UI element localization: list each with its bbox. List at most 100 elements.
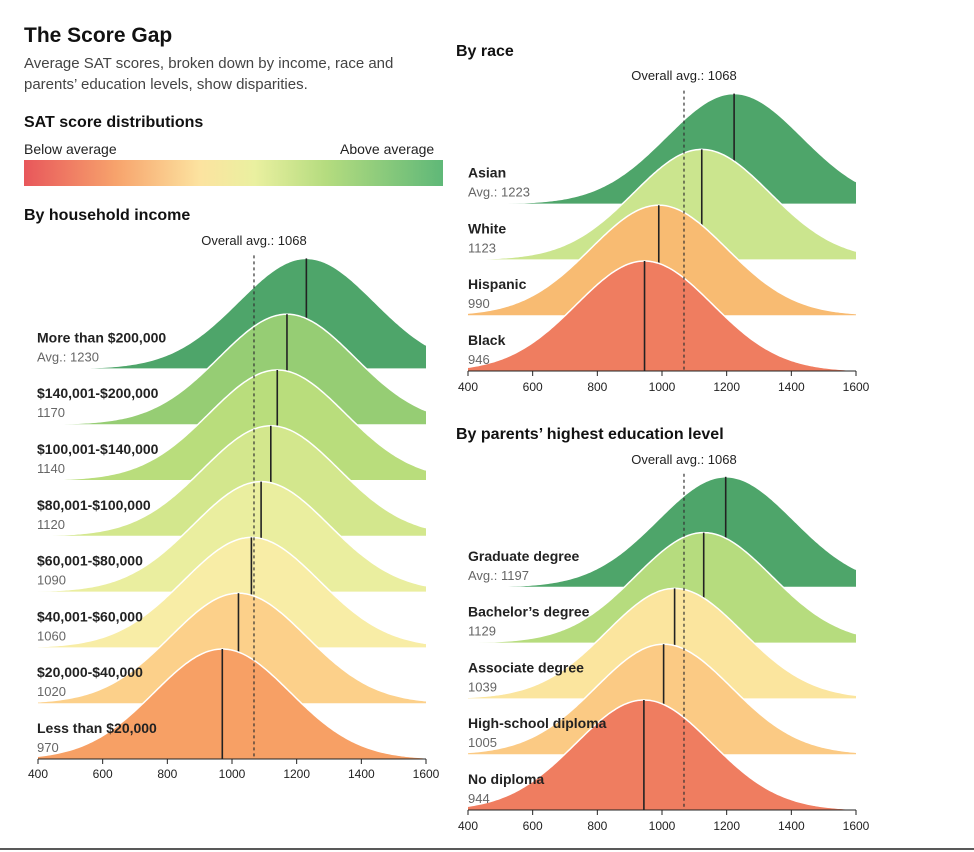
distribution-area: [468, 532, 856, 643]
group-value: 1123: [468, 240, 496, 255]
group-label: High-school diploma: [468, 715, 607, 731]
distribution-outline: [467, 699, 857, 810]
x-tick-label: 1400: [348, 767, 375, 781]
group-value: 1020: [37, 684, 66, 699]
distribution-area: [468, 476, 856, 587]
x-tick-label: 1000: [649, 380, 676, 394]
distribution-area: [38, 593, 426, 704]
distribution-area: [468, 588, 856, 699]
distribution-outline: [467, 587, 857, 699]
group-value: 1090: [37, 573, 66, 588]
group-value: Avg.: 1223: [468, 185, 530, 200]
distribution-outline: [37, 536, 427, 648]
overall-average-label: Overall avg.: 1068: [631, 452, 737, 467]
group-value: 1129: [468, 624, 496, 639]
distribution-outline: [38, 425, 427, 537]
distribution-outline: [468, 476, 857, 588]
x-tick-label: 1400: [778, 380, 805, 394]
distribution-outline: [467, 643, 857, 754]
group-value: 1120: [37, 517, 65, 532]
x-tick-label: 800: [157, 767, 177, 781]
legend-color-scale: [24, 160, 443, 186]
group-label: Hispanic: [468, 276, 527, 292]
group-value: 1140: [37, 461, 65, 476]
legend-title: SAT score distributions: [24, 114, 204, 131]
distribution-outline: [37, 648, 427, 759]
group-label: More than $200,000: [37, 329, 166, 345]
x-tick-label: 1600: [843, 380, 870, 394]
x-tick-label: 400: [28, 767, 48, 781]
distribution-outline: [468, 92, 857, 205]
panel-title: By race: [456, 43, 514, 60]
distribution-area: [468, 93, 856, 204]
x-tick-label: 400: [458, 819, 478, 833]
x-tick-label: 600: [93, 767, 113, 781]
distribution-area: [38, 425, 426, 536]
distribution-area: [38, 481, 426, 592]
group-label: $100,001-$140,000: [37, 441, 159, 457]
legend-below-label: Below average: [24, 141, 117, 157]
group-label: $20,000-$40,000: [37, 664, 143, 680]
distribution-area: [468, 644, 856, 755]
group-value: 1039: [468, 679, 497, 694]
x-tick-label: 800: [587, 380, 607, 394]
distribution-outline: [38, 369, 427, 481]
x-tick-label: 600: [523, 380, 543, 394]
distribution-area: [468, 149, 856, 260]
distribution-area: [38, 649, 426, 759]
x-tick-label: 1200: [713, 380, 740, 394]
distribution-outline: [38, 313, 427, 425]
x-tick-label: 400: [458, 380, 478, 394]
group-label: Associate degree: [468, 659, 584, 675]
distribution-outline: [38, 480, 427, 592]
group-label: $40,001-$60,000: [37, 608, 143, 624]
distribution-outline: [468, 148, 857, 260]
group-value: 970: [37, 740, 59, 755]
x-tick-label: 1000: [219, 767, 246, 781]
group-label: $140,001-$200,000: [37, 385, 159, 401]
distribution-outline: [37, 257, 427, 370]
distribution-outline: [468, 531, 857, 644]
x-tick-label: 1200: [713, 819, 740, 833]
distribution-area: [468, 700, 856, 810]
distribution-area: [38, 370, 426, 480]
group-label: Asian: [468, 165, 506, 181]
group-value: 946: [468, 352, 490, 367]
x-tick-label: 600: [523, 819, 543, 833]
group-value: 1060: [37, 628, 66, 643]
group-value: Avg.: 1230: [37, 349, 99, 364]
group-label: White: [468, 220, 506, 236]
chart-subtitle: Average SAT scores, broken down by incom…: [24, 55, 394, 93]
overall-average-label: Overall avg.: 1068: [631, 68, 737, 83]
group-label: Graduate degree: [468, 548, 579, 564]
group-value: 990: [468, 296, 490, 311]
distribution-area: [38, 537, 426, 648]
x-tick-label: 1600: [843, 819, 870, 833]
group-label: Bachelor’s degree: [468, 604, 590, 620]
group-label: $60,001-$80,000: [37, 553, 143, 569]
x-tick-label: 1400: [778, 819, 805, 833]
group-label: Less than $20,000: [37, 720, 157, 736]
x-tick-label: 800: [587, 819, 607, 833]
group-label: No diploma: [468, 771, 544, 787]
x-tick-label: 1200: [283, 767, 310, 781]
x-tick-label: 1600: [413, 767, 440, 781]
distribution-outline: [467, 204, 857, 315]
distribution-outline: [37, 592, 427, 703]
panel-title: By parents’ highest education level: [456, 426, 724, 443]
overall-average-label: Overall avg.: 1068: [201, 233, 307, 248]
chart-title: The Score Gap: [24, 24, 173, 47]
x-tick-label: 1000: [649, 819, 676, 833]
group-value: 1170: [37, 405, 65, 420]
distribution-outline: [467, 260, 856, 371]
group-label: $80,001-$100,000: [37, 497, 151, 513]
group-label: Black: [468, 332, 506, 348]
group-value: Avg.: 1197: [468, 568, 529, 583]
distribution-area: [468, 261, 856, 371]
distribution-area: [468, 205, 856, 316]
group-value: 944: [468, 791, 490, 806]
group-value: 1005: [468, 735, 497, 750]
legend-above-label: Above average: [340, 141, 435, 157]
panel-title: By household income: [24, 207, 190, 224]
